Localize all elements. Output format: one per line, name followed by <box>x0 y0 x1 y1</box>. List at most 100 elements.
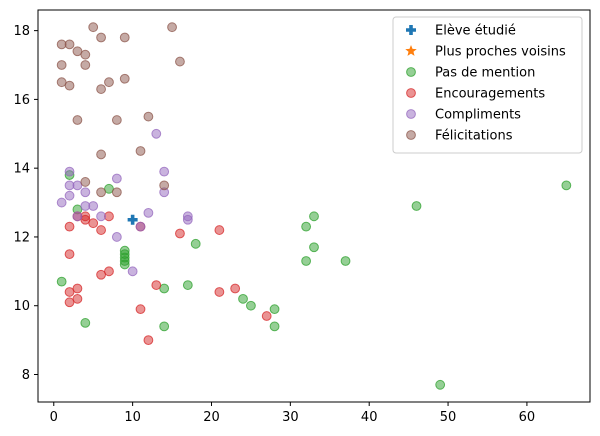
data-point-5-13 <box>96 149 106 160</box>
legend-marker-5 <box>406 130 416 140</box>
y-tick-label: 8 <box>22 368 30 383</box>
data-point-3-6 <box>72 293 83 304</box>
data-point-4-15 <box>151 128 162 139</box>
data-point-3-5 <box>72 283 83 294</box>
data-point-3-22 <box>261 311 272 321</box>
data-point-4-9 <box>96 211 106 222</box>
x-tick-label: 0 <box>50 410 58 425</box>
data-point-5-6 <box>72 115 83 125</box>
x-tick-label: 40 <box>361 410 378 425</box>
data-point-2-16 <box>269 304 280 315</box>
data-point-3-18 <box>175 228 185 239</box>
data-point-5-16 <box>111 115 122 125</box>
data-point-2-15 <box>246 300 256 311</box>
data-point-2-18 <box>301 221 312 232</box>
y-axis: 8 10 12 14 16 18 <box>13 24 38 383</box>
data-point-5-23 <box>167 22 177 33</box>
data-point-4-3 <box>64 190 75 201</box>
data-point-2-17 <box>269 321 280 332</box>
x-tick-label: 30 <box>282 410 299 425</box>
data-point-3-10 <box>96 225 106 235</box>
data-point-5-8 <box>80 60 91 70</box>
data-point-2-22 <box>340 256 351 266</box>
x-tick-label: 20 <box>203 410 220 425</box>
y-tick-label: 14 <box>13 162 30 177</box>
data-point-2-12 <box>182 280 193 290</box>
data-point-4-14 <box>143 207 154 218</box>
x-tick-label: 60 <box>519 410 536 425</box>
data-point-4-10 <box>111 173 122 184</box>
data-point-4-6 <box>80 187 91 198</box>
data-point-2-14 <box>238 293 248 304</box>
data-point-5-17 <box>111 187 122 198</box>
data-point-5-22 <box>159 180 170 191</box>
legend-marker-4 <box>406 109 416 119</box>
data-point-3-16 <box>143 335 154 346</box>
y-tick-label: 16 <box>13 93 30 108</box>
legend-label-0: Elève étudié <box>435 24 516 39</box>
data-point-5-14 <box>96 187 106 198</box>
data-point-5-15 <box>104 77 114 88</box>
data-point-3-20 <box>214 287 225 297</box>
legend: Elève étudié Plus proches voisins Pas de m… <box>392 16 583 154</box>
data-point-0-0 <box>127 214 138 225</box>
legend-label-3: Encouragements <box>435 87 545 102</box>
data-point-3-15 <box>135 304 146 315</box>
data-point-2-13 <box>190 238 201 249</box>
data-point-3-13 <box>104 266 114 277</box>
y-tick-label: 12 <box>13 230 30 245</box>
data-point-2-25 <box>561 180 572 191</box>
data-point-2-0 <box>56 276 67 287</box>
x-axis: 0 10 20 30 40 50 60 <box>50 402 536 425</box>
data-point-2-11 <box>159 321 170 332</box>
data-point-2-23 <box>411 201 422 211</box>
legend-label-4: Compliments <box>435 108 521 123</box>
x-tick-label: 50 <box>440 410 457 425</box>
legend-marker-2 <box>406 67 416 77</box>
data-point-5-24 <box>175 56 185 67</box>
legend-label-5: Félicitations <box>435 129 513 144</box>
data-point-5-10 <box>88 22 99 33</box>
data-point-5-11 <box>96 32 106 43</box>
y-tick-label: 10 <box>13 299 30 314</box>
plot-frame <box>37 9 591 403</box>
data-point-2-24 <box>435 379 446 390</box>
data-point-5-20 <box>135 146 146 156</box>
data-point-3-19 <box>214 225 225 235</box>
data-point-2-20 <box>309 211 319 222</box>
data-point-5-4 <box>64 80 75 91</box>
data-point-5-1 <box>56 60 67 70</box>
data-point-5-19 <box>119 73 130 84</box>
legend-marker-0 <box>406 25 416 35</box>
data-point-4-12 <box>127 266 138 277</box>
data-point-4-11 <box>111 232 122 242</box>
data-point-2-3 <box>80 318 91 328</box>
data-point-4-19 <box>182 214 193 225</box>
data-point-5-21 <box>143 111 154 122</box>
data-point-4-16 <box>159 166 170 177</box>
data-point-3-21 <box>230 283 241 294</box>
data-point-4-8 <box>88 201 99 211</box>
data-point-3-17 <box>151 280 162 290</box>
legend-box <box>392 16 583 154</box>
data-point-5-18 <box>119 32 130 43</box>
data-point-2-21 <box>309 242 319 253</box>
data-point-4-13 <box>135 221 146 232</box>
data-point-5-7 <box>80 49 91 60</box>
data-point-3-1 <box>64 249 75 260</box>
data-point-2-8 <box>119 245 130 256</box>
y-tick-label: 18 <box>13 24 30 39</box>
data-point-5-9 <box>80 177 91 187</box>
data-point-4-1 <box>64 166 75 177</box>
x-tick-label: 10 <box>124 410 141 425</box>
legend-marker-3 <box>406 88 416 98</box>
legend-marker-1 <box>405 45 417 56</box>
data-point-3-0 <box>64 221 75 232</box>
data-point-5-3 <box>64 39 75 50</box>
data-point-2-19 <box>301 256 312 266</box>
data-point-4-0 <box>56 197 67 208</box>
data-point-3-9 <box>88 218 99 229</box>
data-point-2-9 <box>119 259 130 270</box>
data-point-4-5 <box>72 211 83 222</box>
